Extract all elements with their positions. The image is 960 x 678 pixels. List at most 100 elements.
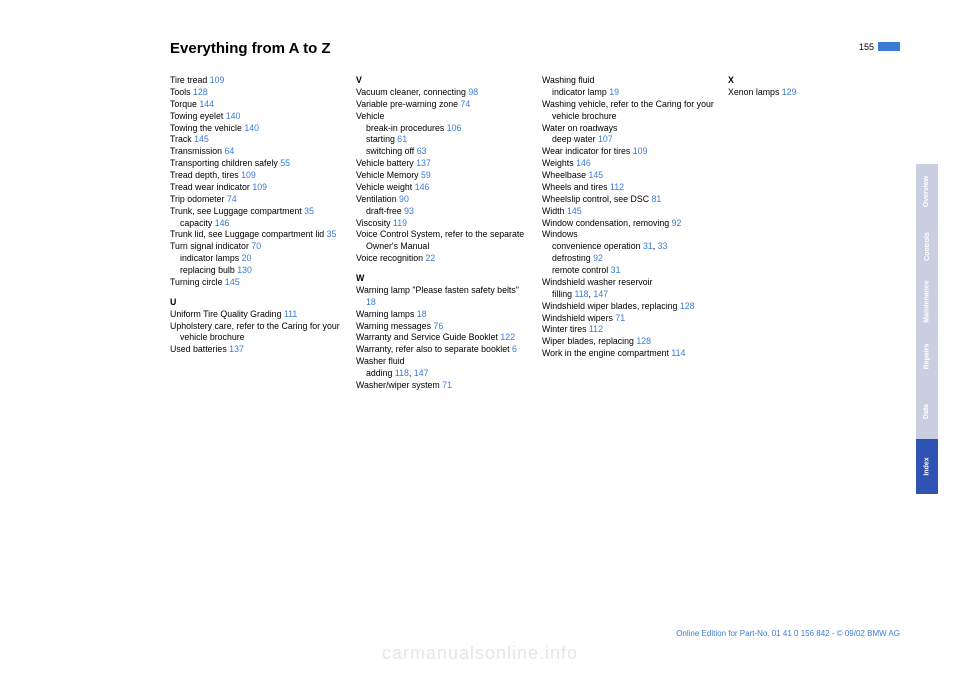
index-entry: Trip odometer 74 <box>170 194 342 206</box>
page-ref[interactable]: 111 <box>284 309 297 319</box>
side-tab-index[interactable]: Index <box>916 439 938 494</box>
page-ref[interactable]: 145 <box>225 277 240 287</box>
page-ref[interactable]: 74 <box>460 99 470 109</box>
page-ref[interactable]: 114 <box>671 348 685 358</box>
page-ref[interactable]: 106 <box>447 123 462 133</box>
page-ref[interactable]: 92 <box>593 253 603 263</box>
index-entry: Variable pre-warning zone 74 <box>356 99 528 111</box>
page-ref[interactable]: 118 <box>395 368 409 378</box>
page-ref[interactable]: 71 <box>442 380 452 390</box>
side-tab-label: Repairs <box>924 344 931 370</box>
page-ref[interactable]: 119 <box>393 218 407 228</box>
page-ref[interactable]: 18 <box>366 297 376 307</box>
page-ref[interactable]: 145 <box>567 206 582 216</box>
index-entry: indicator lamp 19 <box>542 87 714 99</box>
index-entry: Uniform Tire Quality Grading 111 <box>170 309 342 321</box>
index-entry: Tread wear indicator 109 <box>170 182 342 194</box>
header-row: Everything from A to Z 155 <box>170 40 900 57</box>
index-entry: Trunk, see Luggage compartment 35 <box>170 206 342 218</box>
page-ref[interactable]: 18 <box>417 309 427 319</box>
index-entry: convenience operation 31, 33 <box>542 241 714 253</box>
index-entry: Track 145 <box>170 134 342 146</box>
page-ref[interactable]: 140 <box>226 111 241 121</box>
page-ref[interactable]: 137 <box>229 344 244 354</box>
page-ref[interactable]: 122 <box>500 332 515 342</box>
index-entry: draft-free 93 <box>356 206 528 218</box>
page-ref[interactable]: 71 <box>615 313 625 323</box>
page-ref[interactable]: 145 <box>194 134 209 144</box>
page-ref[interactable]: 128 <box>193 87 208 97</box>
page-ref[interactable]: 146 <box>576 158 591 168</box>
page-ref[interactable]: 128 <box>680 301 695 311</box>
page-ref[interactable]: 63 <box>417 146 427 156</box>
index-entry: filling 118, 147 <box>542 289 714 301</box>
page-ref[interactable]: 130 <box>237 265 252 275</box>
page-bar <box>878 42 900 51</box>
page-title: Everything from A to Z <box>170 40 859 57</box>
page-ref[interactable]: 147 <box>414 368 429 378</box>
page-ref[interactable]: 147 <box>593 289 608 299</box>
page-ref[interactable]: 55 <box>280 158 290 168</box>
page-ref[interactable]: 109 <box>210 75 225 85</box>
page-container: Everything from A to Z 155 Tire tread 10… <box>0 0 960 678</box>
page-ref[interactable]: 118 <box>575 289 589 299</box>
watermark-text: carmanualsonline.info <box>382 643 578 664</box>
side-tab-repairs[interactable]: Repairs <box>916 329 938 384</box>
page-ref[interactable]: 109 <box>633 146 648 156</box>
page-ref[interactable]: 107 <box>598 134 613 144</box>
page-ref[interactable]: 109 <box>241 170 256 180</box>
page-ref[interactable]: 145 <box>588 170 603 180</box>
page-ref[interactable]: 146 <box>415 182 430 192</box>
page-ref[interactable]: 90 <box>399 194 409 204</box>
index-entry: Windshield wipers 71 <box>542 313 714 325</box>
page-ref[interactable]: 112 <box>610 182 624 192</box>
index-entry: break-in procedures 106 <box>356 123 528 135</box>
index-entry: capacity 146 <box>170 218 342 230</box>
index-entry: Warranty and Service Guide Booklet 122 <box>356 332 528 344</box>
index-entry: Vehicle battery 137 <box>356 158 528 170</box>
page-ref[interactable]: 64 <box>224 146 234 156</box>
page-ref[interactable]: 144 <box>199 99 214 109</box>
index-entry: Washer/wiper system 71 <box>356 380 528 392</box>
index-entry: Windshield washer reservoir <box>542 277 714 289</box>
index-entry: Vacuum cleaner, connecting 98 <box>356 87 528 99</box>
index-entry: replacing bulb 130 <box>170 265 342 277</box>
page-ref[interactable]: 128 <box>636 336 651 346</box>
page-ref[interactable]: 81 <box>652 194 662 204</box>
page-ref[interactable]: 146 <box>215 218 230 228</box>
page-ref[interactable]: 74 <box>227 194 237 204</box>
page-ref[interactable]: 22 <box>425 253 435 263</box>
index-entry: defrosting 92 <box>542 253 714 265</box>
page-ref[interactable]: 31 <box>643 241 653 251</box>
index-letter: X <box>728 75 900 87</box>
index-entry: Torque 144 <box>170 99 342 111</box>
page-ref[interactable]: 76 <box>433 321 443 331</box>
page-ref[interactable]: 137 <box>416 158 431 168</box>
side-tab-data[interactable]: Data <box>916 384 938 439</box>
page-ref[interactable]: 20 <box>242 253 252 263</box>
page-ref[interactable]: 70 <box>251 241 261 251</box>
side-tab-maintenance[interactable]: Maintenance <box>916 274 938 329</box>
page-ref[interactable]: 129 <box>782 87 797 97</box>
page-ref[interactable]: 19 <box>609 87 619 97</box>
page-ref[interactable]: 98 <box>468 87 478 97</box>
page-ref[interactable]: 59 <box>421 170 431 180</box>
page-ref[interactable]: 92 <box>672 218 682 228</box>
index-entry: Vehicle <box>356 111 528 123</box>
side-tab-overview[interactable]: Overview <box>916 164 938 219</box>
page-ref[interactable]: 31 <box>611 265 621 275</box>
index-entry: Wheels and tires 112 <box>542 182 714 194</box>
page-ref[interactable]: 35 <box>327 229 337 239</box>
page-ref[interactable]: 35 <box>304 206 314 216</box>
page-ref[interactable]: 140 <box>244 123 259 133</box>
index-columns: Tire tread 109Tools 128Torque 144Towing … <box>170 75 900 392</box>
side-tab-label: Data <box>924 404 931 419</box>
page-ref[interactable]: 6 <box>512 344 517 354</box>
page-ref[interactable]: 61 <box>397 134 407 144</box>
page-ref[interactable]: 93 <box>404 206 414 216</box>
page-ref[interactable]: 112 <box>589 324 603 334</box>
side-tab-label: Overview <box>924 176 931 207</box>
side-tab-controls[interactable]: Controls <box>916 219 938 274</box>
page-ref[interactable]: 33 <box>658 241 668 251</box>
page-ref[interactable]: 109 <box>252 182 267 192</box>
